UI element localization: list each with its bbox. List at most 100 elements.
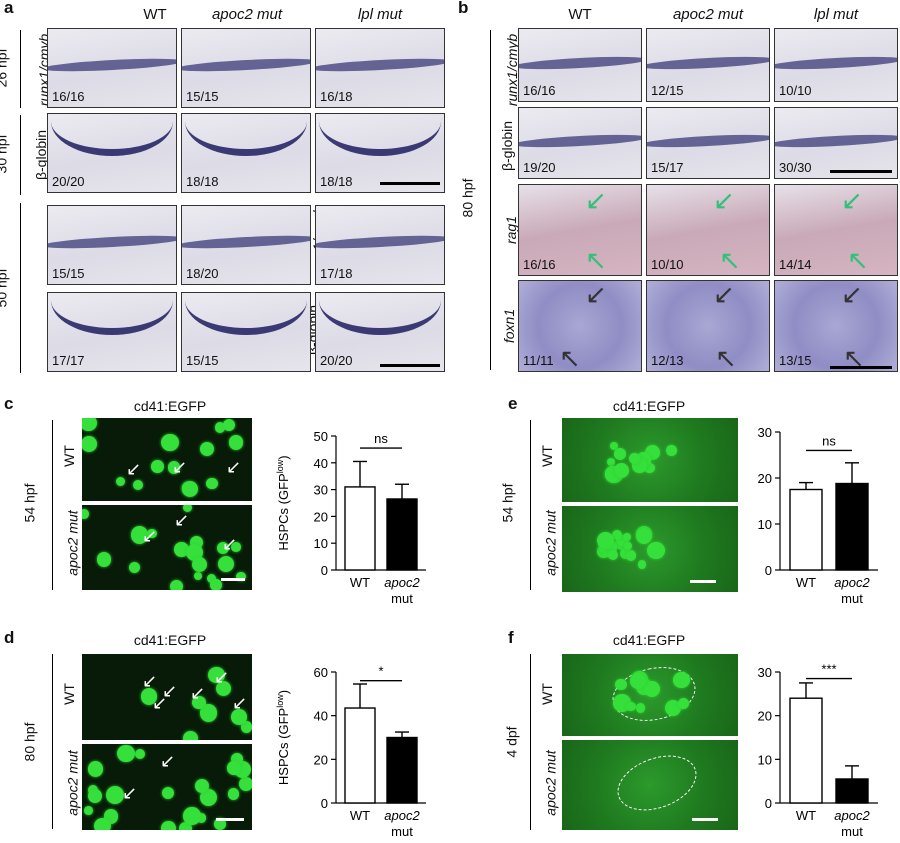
bar [789, 488, 823, 571]
reporter-title: cd41:EGFP [133, 398, 207, 414]
y-tick-label: 30 [758, 665, 772, 680]
fluorescence-image: ↙ ↙ ↙ [82, 418, 252, 501]
gfp-cell [173, 541, 189, 557]
stage-label: 26 hpf [0, 48, 10, 88]
stage-bracket [20, 115, 21, 195]
gfp-cell [647, 541, 665, 559]
gfp-cell [161, 821, 176, 830]
ish-image: ↙ ↖ 13/15 [774, 280, 898, 372]
panel-b-col-wt: WT [568, 6, 592, 23]
y-tick-label: 40 [314, 456, 328, 471]
stage-label: 54 hpf [499, 483, 516, 523]
arrow-icon: ↙ [226, 457, 242, 477]
region-outline [609, 745, 705, 821]
arrow-icon: ↙ [841, 280, 863, 309]
gfp-cell [206, 477, 219, 490]
x-tick-label: apoc2 [834, 808, 870, 823]
gfp-cell [616, 534, 628, 547]
gfp-cell [87, 788, 102, 803]
row-label: apoc2 mut [64, 750, 81, 816]
ish-image: ↙ ↖ 12/13 [646, 280, 770, 372]
gfp-cell [622, 532, 631, 542]
stage-bracket [52, 420, 53, 590]
panel-e-label: e [508, 394, 518, 413]
scale-bar [380, 182, 440, 185]
gfp-cell [678, 698, 690, 710]
arrow-icon: ↖ [847, 245, 869, 275]
gfp-cell [83, 806, 93, 815]
gfp-cell [609, 441, 619, 451]
bar [386, 736, 418, 804]
reporter-title: cd41:EGFP [612, 398, 686, 414]
ish-image: 20/20 [47, 113, 177, 193]
gfp-cell [637, 560, 647, 569]
ish-image: ↙ ↖ 10/10 [646, 184, 770, 276]
bar [835, 778, 869, 804]
ish-image: 15/15 [47, 205, 177, 285]
gfp-cell [231, 709, 248, 726]
gfp-cell [215, 681, 231, 697]
ish-image: 18/20 [181, 205, 311, 285]
ish-image: ↙ ↖ 14/14 [774, 184, 898, 276]
ish-image: 18/18 [181, 113, 311, 193]
ish-image: 17/17 [47, 292, 177, 372]
fluorescence-image [562, 654, 738, 736]
stage-label: 4 dpf [503, 726, 520, 758]
gfp-cell [94, 817, 111, 830]
gfp-cell [227, 761, 241, 775]
ish-image: 16/16 [47, 28, 177, 108]
gfp-cell [629, 672, 647, 690]
gfp-cell [196, 813, 207, 823]
arrow-icon: ↖ [585, 245, 607, 275]
y-tick-label: 20 [758, 709, 772, 724]
scale-bar [221, 578, 245, 581]
gfp-cell [664, 699, 682, 716]
gfp-cell [191, 556, 207, 572]
arrow-icon: ↙ [585, 185, 607, 215]
stage-bracket [490, 30, 491, 370]
y-tick-label: 60 [314, 665, 328, 680]
fluorescence-image: ↙ ↙ ↙ [82, 505, 252, 590]
arrow-icon: ↙ [222, 534, 238, 554]
row-label: WT [538, 445, 555, 467]
reporter-title: cd41:EGFP [612, 632, 686, 648]
gfp-cell [179, 822, 193, 830]
arrow-icon: ↙ [713, 280, 735, 309]
stage-label: 30 hpf [0, 134, 10, 174]
gfp-cell [236, 572, 246, 582]
gfp-cell [231, 542, 241, 553]
ish-image: 10/10 [774, 28, 898, 102]
significance-label: ns [374, 431, 388, 446]
gfp-cell [673, 672, 690, 689]
panel-b-col-lpl: lpl mut [813, 6, 859, 23]
gfp-cell [199, 704, 218, 722]
bar [344, 707, 376, 804]
arrow-icon: ↙ [126, 459, 142, 479]
arrow-icon: ↙ [841, 185, 863, 215]
stage-bracket [52, 654, 53, 829]
panel-a-col-lpl: lpl mut [357, 6, 403, 23]
scale-bar [380, 364, 440, 367]
probe-label: β-globin [499, 120, 516, 172]
gfp-cell [643, 680, 660, 698]
ish-image: 15/15 [181, 28, 311, 108]
x-tick-label: mut [391, 591, 413, 606]
stage-label: 80 hpf [459, 178, 476, 218]
gfp-cell [161, 433, 179, 452]
y-tick-label: 20 [314, 752, 328, 767]
gfp-cell [96, 552, 112, 567]
y-tick-label: 0 [321, 796, 328, 811]
gfp-cell [128, 562, 141, 574]
gfp-cell [231, 752, 244, 765]
gfp-cell [117, 744, 135, 762]
x-tick-label: mut [391, 824, 413, 839]
gfp-cell [130, 526, 149, 544]
gfp-cell [644, 462, 655, 474]
gfp-cell [238, 776, 252, 791]
gfp-cell [214, 422, 226, 434]
y-tick-label: 10 [758, 517, 772, 532]
gfp-cell [240, 721, 252, 734]
arrow-icon: ↖ [715, 343, 737, 372]
row-label: apoc2 mut [64, 510, 81, 576]
x-tick-label: apoc2 [834, 575, 870, 590]
